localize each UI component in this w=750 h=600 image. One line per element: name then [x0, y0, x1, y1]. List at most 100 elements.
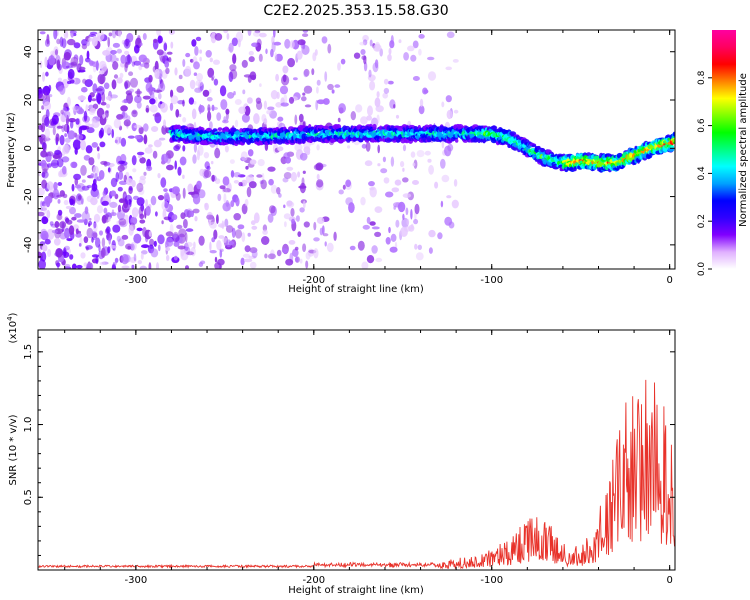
heatmap-cell	[107, 246, 111, 254]
heatmap-cell	[412, 40, 419, 49]
heatmap-cell	[383, 87, 390, 94]
heatmap-cell	[334, 84, 341, 88]
heatmap-cell	[444, 145, 452, 157]
heatmap-cell	[89, 217, 92, 221]
heatmap-cell	[64, 245, 70, 251]
heatmap-cell	[42, 85, 51, 96]
heatmap-cell	[241, 59, 248, 68]
heatmap-cell	[244, 105, 251, 116]
heatmap-cell	[302, 92, 306, 96]
heatmap-cell	[116, 48, 123, 54]
heatmap-cell	[124, 50, 130, 56]
heatmap-cell	[328, 125, 334, 130]
heatmap-cell	[100, 247, 106, 259]
heatmap-cell	[125, 178, 133, 186]
heatmap-cell	[75, 134, 84, 141]
heatmap-cell	[52, 188, 60, 200]
heatmap-cell	[38, 94, 45, 102]
heatmap-cell	[358, 138, 364, 142]
heatmap-cell	[85, 40, 90, 47]
heatmap-cell	[243, 258, 253, 263]
heatmap-cell	[93, 213, 101, 223]
heatmap-cell	[241, 203, 248, 215]
heatmap-cell	[321, 225, 325, 235]
heatmap-cell	[66, 96, 71, 107]
colorbar-tick-label: 0.8	[697, 70, 707, 85]
heatmap-cell	[91, 236, 94, 243]
heatmap-cell	[414, 243, 418, 250]
heatmap-cell	[84, 79, 93, 88]
heatmap-cell	[142, 33, 147, 40]
heatmap-cell	[441, 101, 445, 108]
heatmap-cell	[120, 105, 128, 112]
heatmap-cell	[373, 43, 382, 52]
heatmap-cell	[414, 203, 420, 215]
heatmap-cell	[136, 151, 145, 156]
heatmap-cell	[78, 66, 86, 71]
heatmap-cell	[38, 211, 45, 217]
heatmap-cell	[226, 33, 230, 40]
heatmap-cell	[205, 50, 212, 58]
heatmap-cell	[227, 92, 235, 99]
heatmap-cell	[38, 259, 46, 269]
heatmap-cell	[182, 117, 187, 123]
spectrogram-x-ticks: -300 -200 -100 0	[64, 30, 673, 286]
heatmap-cell	[203, 169, 212, 178]
heatmap-cell	[74, 177, 79, 186]
heatmap-cell	[177, 245, 186, 250]
heatmap-cell	[321, 36, 328, 44]
heatmap-cell	[333, 231, 337, 241]
heatmap-cell	[45, 109, 50, 119]
heatmap-cell	[345, 179, 352, 188]
heatmap-cell	[57, 86, 64, 93]
heatmap-cell	[110, 50, 117, 55]
heatmap-cell	[418, 34, 425, 39]
heatmap-cell	[62, 144, 70, 155]
heatmap-cell	[441, 174, 450, 183]
heatmap-cell	[446, 109, 453, 120]
heatmap-cell	[275, 53, 283, 62]
heatmap-cell	[40, 230, 49, 241]
heatmap-cell	[92, 83, 98, 94]
heatmap-cell	[124, 194, 133, 205]
heatmap-cell	[453, 179, 458, 187]
heatmap-cell	[110, 177, 118, 188]
heatmap-cell	[44, 238, 51, 245]
heatmap-cell	[112, 224, 121, 233]
heatmap-cell	[388, 47, 392, 55]
heatmap-cell	[355, 104, 363, 113]
heatmap-cell	[531, 144, 537, 148]
x-tick-label: -300	[125, 275, 148, 286]
heatmap-cell	[114, 139, 118, 144]
heatmap-cell	[593, 166, 597, 170]
heatmap-cell	[165, 231, 174, 237]
heatmap-cell	[240, 151, 248, 162]
heatmap-cell	[152, 150, 158, 159]
heatmap-cell	[434, 181, 439, 189]
heatmap-cell	[394, 179, 402, 186]
heatmap-cell	[140, 63, 148, 67]
heatmap-cell	[376, 91, 380, 98]
heatmap-cell	[61, 38, 67, 49]
heatmap-cell	[175, 109, 180, 118]
heatmap-cell	[101, 237, 106, 248]
heatmap-cell	[70, 30, 75, 38]
heatmap-cell	[82, 78, 87, 84]
heatmap-cell	[161, 153, 169, 164]
heatmap-cell	[186, 251, 195, 256]
heatmap-cell	[62, 165, 67, 175]
heatmap-cell	[193, 72, 198, 76]
heatmap-cell	[198, 105, 205, 113]
heatmap-cell	[340, 138, 347, 142]
heatmap-cell	[342, 184, 346, 190]
heatmap-cell	[285, 258, 294, 266]
heatmap-cell	[111, 79, 117, 90]
heatmap-cell	[182, 174, 185, 179]
heatmap-cell	[303, 141, 311, 149]
heatmap-cell	[256, 38, 262, 48]
heatmap-cell	[86, 263, 94, 269]
heatmap-cell	[112, 261, 117, 266]
heatmap-cell	[138, 178, 146, 186]
heatmap-cell	[223, 193, 227, 204]
